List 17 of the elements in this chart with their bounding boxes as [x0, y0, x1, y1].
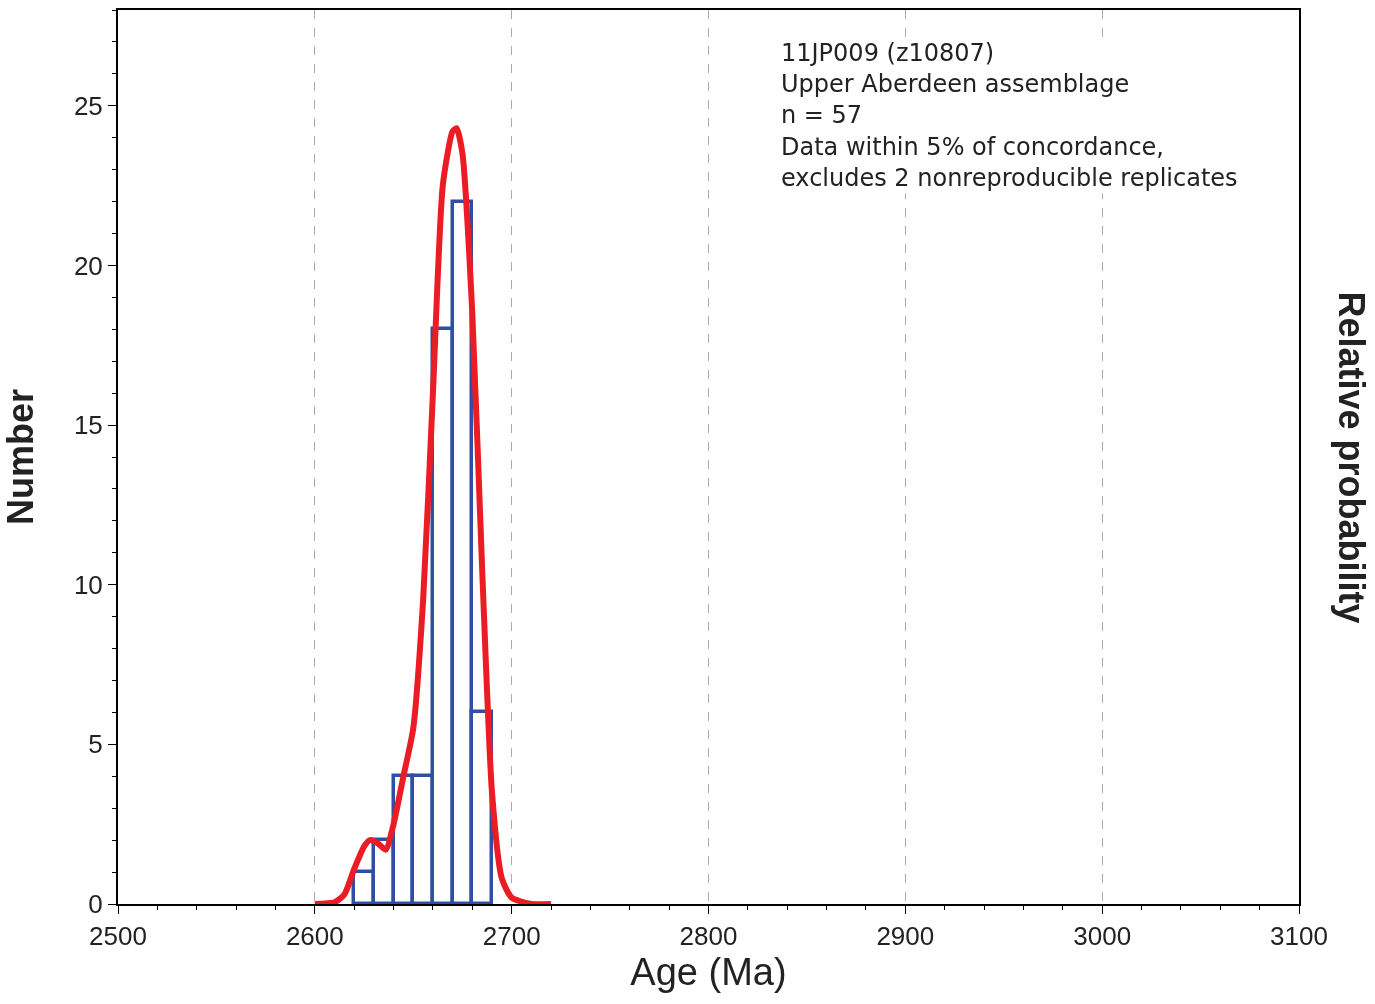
y-tick-label: 25 [73, 90, 103, 121]
y-tick-label: 5 [88, 729, 103, 760]
x-tick-label: 2900 [876, 921, 935, 952]
x-tick-label: 2600 [285, 921, 344, 952]
y-tick-label: 15 [73, 410, 103, 441]
x-tick-label: 3000 [1073, 921, 1132, 952]
y-tick-label: 0 [88, 889, 103, 920]
x-tick-label: 2500 [89, 921, 147, 952]
annotation: 11JP009 (z10807) Upper Aberdeen assemblage n = 57 Data within 5% of concordance, excludes 2 nonreproducible replicates [781, 39, 1238, 192]
y-tick-label: 10 [73, 569, 103, 600]
y-tick-label: 20 [73, 250, 103, 281]
y2-axis-title: Relative probability [1330, 291, 1372, 624]
x-tick-label: 3100 [1270, 921, 1328, 952]
x-tick-label: 2700 [482, 921, 541, 952]
x-axis-title: Age (Ma) [630, 951, 787, 994]
x-tick-label: 2800 [679, 921, 738, 952]
y-axis-title: Number [0, 388, 41, 526]
